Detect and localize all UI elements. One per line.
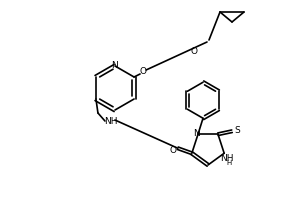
Text: NH: NH	[104, 117, 118, 127]
Text: O: O	[190, 47, 197, 56]
Text: O: O	[169, 146, 176, 155]
Text: S: S	[234, 126, 240, 135]
Text: N: N	[112, 62, 118, 71]
Text: H: H	[226, 160, 232, 166]
Text: N: N	[193, 129, 200, 138]
Text: O: O	[140, 68, 147, 76]
Text: NH: NH	[220, 154, 234, 163]
